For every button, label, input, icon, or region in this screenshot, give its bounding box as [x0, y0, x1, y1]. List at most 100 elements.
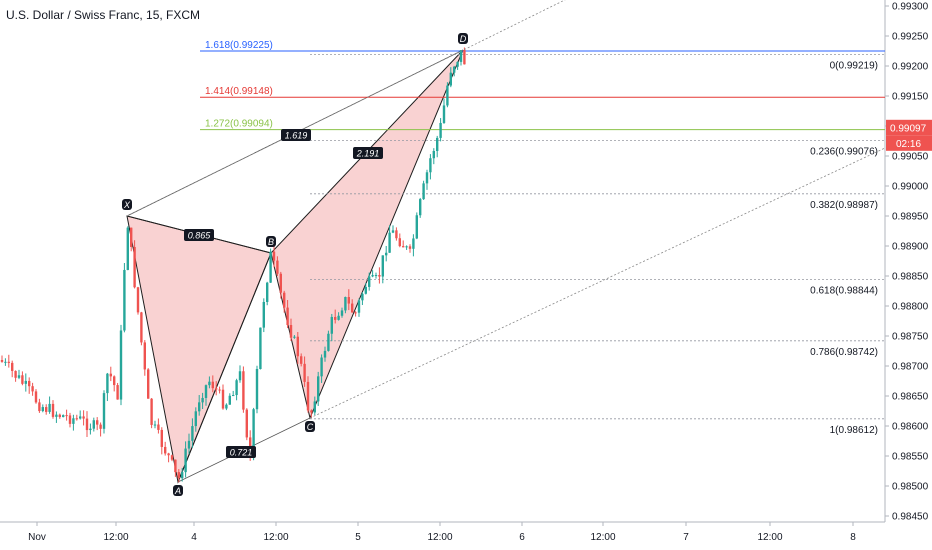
candle-body [58, 414, 61, 418]
time-tick-label: 12:00 [263, 532, 288, 543]
current-price-tag [886, 119, 932, 136]
candle-body [279, 273, 282, 293]
candle-body [65, 415, 68, 417]
candle-body [116, 385, 119, 400]
candle-body [242, 371, 245, 410]
candle-body [187, 440, 191, 449]
retracement-level-label: 0.236(0.99076) [810, 146, 878, 157]
candle-body [266, 282, 269, 302]
candle-body [323, 350, 327, 358]
candle-body [68, 415, 72, 424]
candle-body [96, 420, 99, 425]
candle-body [415, 215, 418, 239]
channel-lines [126, 0, 886, 419]
candle-body [0, 360, 4, 362]
candle-body [174, 459, 177, 473]
candle-body [208, 381, 211, 386]
candle-body [385, 252, 388, 256]
candle-body [136, 287, 140, 313]
pattern-point-label: X [123, 200, 131, 210]
candle-body [41, 407, 44, 412]
candle-body [62, 415, 65, 418]
time-tick-label: 4 [191, 532, 197, 543]
time-axis[interactable]: Nov 12:00 4 12:00 5 12:00 6 12:00 7 12:00 8 [28, 522, 856, 543]
candle-body [85, 418, 89, 431]
candle-body [7, 361, 10, 363]
countdown-tag [886, 135, 932, 151]
price-tick-label: 0.98850 [892, 272, 929, 283]
price-tick-label: 0.98800 [892, 302, 929, 313]
pattern-triangle-bcd [270, 49, 464, 420]
candle-body [31, 386, 34, 392]
retracement-level-label: 0.382(0.98987) [810, 200, 878, 211]
price-tick-label: 0.99200 [892, 62, 929, 73]
candle-body [99, 424, 102, 429]
price-tick-label: 0.98600 [892, 422, 929, 433]
price-tick-label: 0.98550 [892, 452, 929, 463]
pattern-point-label: A [174, 486, 181, 496]
candle-body [130, 227, 133, 247]
candle-body [296, 336, 299, 357]
price-axis[interactable]: 0.993000.992500.992000.991500.991000.990… [885, 2, 932, 523]
candle-body [75, 418, 78, 420]
candle-body [4, 361, 7, 363]
candle-body [340, 310, 344, 316]
candle-body [225, 404, 228, 409]
candle-body [133, 246, 136, 288]
price-tick-label: 0.99000 [892, 182, 929, 193]
candle-body [89, 428, 92, 431]
candle-body [167, 453, 170, 456]
candle-body [357, 300, 361, 313]
pattern-point-badge [305, 421, 315, 432]
ratio-label: 2.191 [356, 149, 380, 159]
time-tick-label: 12:00 [103, 532, 128, 543]
candle-body [344, 297, 347, 311]
candle-body [147, 369, 150, 399]
price-tick-label: 0.98700 [892, 362, 929, 373]
channel-lower-line [309, 147, 886, 419]
time-tick-label: 5 [355, 532, 361, 543]
time-tick-label: 12:00 [590, 532, 615, 543]
fib-levels[interactable]: 1.618(0.99225) 1.414(0.99148) 1.272(0.9909… [200, 40, 885, 436]
candle-body [419, 199, 422, 216]
harmonic-pattern[interactable] [126, 49, 464, 484]
candle-body [446, 85, 449, 106]
candle-body [374, 275, 378, 277]
candle-body [327, 333, 330, 351]
candle-body [34, 391, 38, 403]
candle-body [442, 105, 446, 123]
candle-body [170, 455, 174, 460]
candle-body [272, 251, 276, 261]
candle-body [235, 380, 238, 396]
candle-body [72, 418, 75, 424]
candle-body [255, 369, 259, 410]
time-tick-label: 12:00 [427, 532, 452, 543]
candle-body [364, 286, 367, 294]
extension-level-label: 1.618(0.99225) [205, 40, 273, 51]
retracement-level-label: 1(0.98612) [830, 425, 878, 436]
candle-body [92, 420, 95, 429]
candle-body [184, 448, 187, 473]
candle-body [398, 238, 401, 247]
candle-body [119, 330, 123, 400]
candle-body [109, 373, 112, 377]
candle-body [453, 66, 456, 73]
time-tick-label: 8 [850, 532, 856, 543]
candle-body [283, 292, 286, 308]
candle-body [313, 401, 316, 413]
candle-body [215, 388, 218, 390]
candle-body [269, 251, 272, 283]
candle-body [14, 370, 17, 378]
candle-body [218, 389, 221, 391]
candle-body [371, 275, 374, 277]
candle-body [463, 50, 466, 65]
candle-body [395, 230, 398, 239]
price-tick-label: 0.98900 [892, 242, 929, 253]
candle-body [306, 381, 310, 411]
candle-body [11, 362, 14, 371]
price-tick-label: 0.99150 [892, 92, 929, 103]
candle-body [194, 411, 197, 427]
candle-body [126, 227, 129, 270]
candle-body [259, 327, 262, 370]
